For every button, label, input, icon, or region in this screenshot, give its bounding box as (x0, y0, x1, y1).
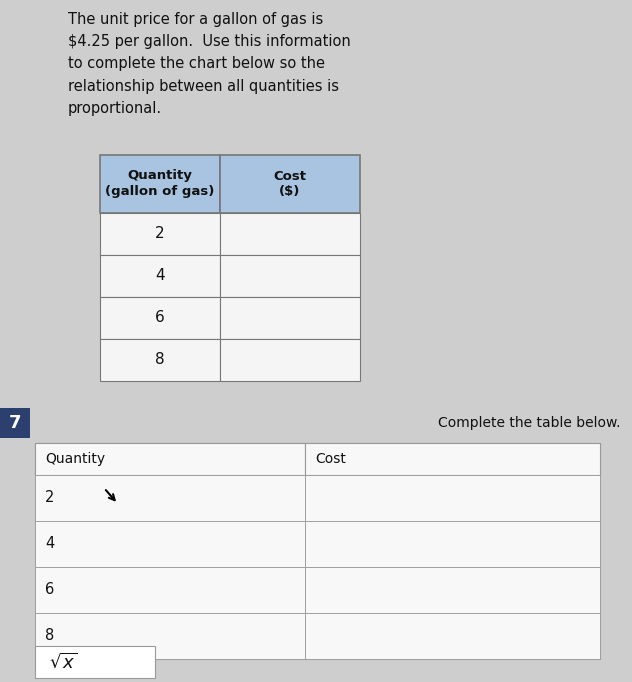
Bar (35, 443, 305, 475)
Text: Quantity
(gallon of gas): Quantity (gallon of gas) (106, 170, 215, 198)
Bar (100, 213, 220, 255)
Text: 4: 4 (155, 269, 165, 284)
Bar (220, 297, 360, 339)
Text: 6: 6 (155, 310, 165, 325)
Bar (220, 155, 360, 213)
Text: 8: 8 (155, 353, 165, 368)
Bar (305, 521, 600, 567)
Text: Complete the table below.: Complete the table below. (437, 416, 620, 430)
Bar (305, 443, 600, 475)
Bar (100, 255, 220, 297)
Bar (35, 443, 600, 659)
Bar (305, 475, 600, 521)
Bar (220, 213, 360, 255)
Text: The unit price for a gallon of gas is
$4.25 per gallon.  Use this information
to: The unit price for a gallon of gas is $4… (68, 12, 351, 116)
Text: Quantity: Quantity (45, 452, 105, 466)
Text: 2: 2 (155, 226, 165, 241)
Bar (100, 339, 220, 381)
Bar (35, 521, 305, 567)
Text: 8: 8 (45, 629, 54, 644)
Bar (35, 646, 155, 678)
Bar (35, 613, 305, 659)
Text: $\sqrt{x}$: $\sqrt{x}$ (49, 653, 78, 672)
Text: 4: 4 (45, 537, 54, 552)
Bar (35, 567, 305, 613)
Text: Cost: Cost (315, 452, 346, 466)
Text: 6: 6 (45, 582, 54, 597)
Bar (305, 613, 600, 659)
Bar (305, 567, 600, 613)
Bar (0, 408, 30, 438)
Text: Cost
($): Cost ($) (274, 170, 307, 198)
Text: 7: 7 (9, 414, 21, 432)
Bar (220, 255, 360, 297)
Text: 2: 2 (45, 490, 54, 505)
Bar (35, 475, 305, 521)
Bar (100, 155, 220, 213)
Bar (220, 339, 360, 381)
Bar (100, 297, 220, 339)
